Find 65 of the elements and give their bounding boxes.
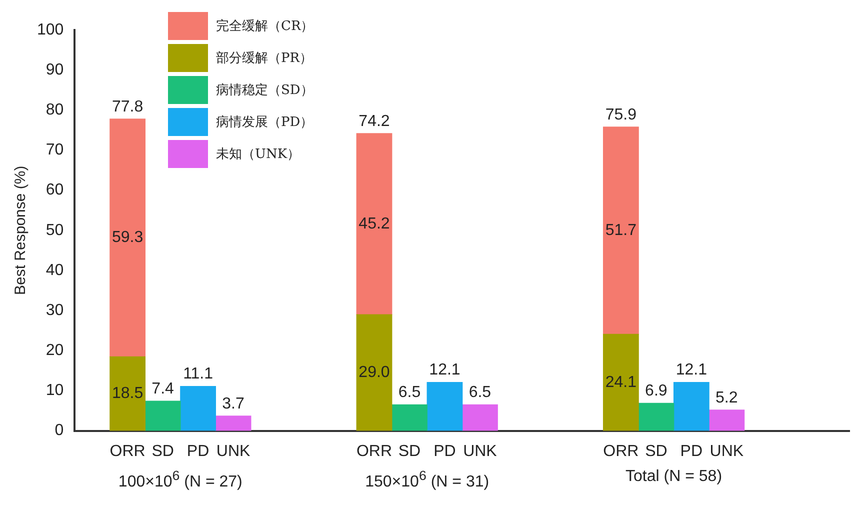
y-tick-label: 50 [46,222,64,239]
x-tick-label: ORR [356,442,392,460]
bar [110,356,146,431]
total-label: 77.8 [112,98,144,116]
x-tick-label: UNK [463,442,498,460]
total-label: 75.9 [605,106,637,124]
data-label: 45.2 [358,215,390,232]
data-label: 3.7 [222,395,244,412]
data-label: 12.1 [429,362,460,379]
bar [426,382,463,431]
total-label: 74.2 [358,112,390,130]
x-tick-label: UNK [216,442,250,460]
bar [392,404,428,431]
x-tick-label: ORR [603,442,639,460]
legend-label: 病情发展（PD） [216,114,314,131]
x-tick-label: SD [645,442,668,460]
legend-label: 完全缓解（CR） [216,18,314,35]
data-label: 6.5 [398,384,421,402]
text: Total (N = 58) [624,468,724,486]
data-label: 7.4 [152,380,174,398]
text: 150×10$^{6}$ (N = 31) [364,468,490,492]
data-label: 18.5 [112,385,144,402]
text: 100×10$^{6}$ (N = 27) [117,468,244,492]
data-label: 59.3 [112,229,144,246]
x-tick-label: PD [186,442,210,460]
bar [356,314,392,431]
y-axis-title: Best Response (%) [12,166,30,296]
bar [602,126,639,335]
x-tick-label: PD [680,442,703,460]
legend-label: 病情稳定（SD） [216,82,314,99]
y-tick-label: 40 [46,262,64,279]
y-tick-label: 80 [46,102,64,119]
bar [356,133,392,315]
bar [215,416,252,431]
legend-label: 未知（UNK） [216,146,300,163]
x-tick-label: ORR [110,442,146,460]
bar [708,410,745,431]
y-tick-label: 100 [36,21,64,38]
y-tick-label: 60 [46,182,64,199]
bar [673,382,710,431]
bar [462,404,498,431]
x-tick-label: SD [152,442,174,460]
data-label: 6.5 [468,384,492,402]
bar [180,386,216,431]
data-label: 51.7 [605,222,637,240]
data-label: 11.1 [183,366,214,383]
x-tick-label: SD [398,442,421,460]
y-tick-label: 0 [54,422,64,440]
data-label: 6.9 [645,382,668,400]
legend-label: 部分缓解（PR） [216,50,313,67]
data-label: 24.1 [605,374,637,391]
x-tick-label: UNK [710,442,744,460]
y-tick-label: 90 [46,61,64,78]
data-label: 12.1 [676,362,708,379]
bar [144,400,181,431]
bar [638,402,674,431]
y-tick-label: 70 [46,142,64,159]
data-label: 5.2 [716,389,738,406]
y-tick-label: 30 [46,302,64,319]
bar [602,334,639,431]
y-tick-label: 20 [46,342,64,360]
bar [110,118,146,357]
y-tick-label: 10 [46,382,64,400]
x-tick-label: PD [434,442,456,460]
data-label: 29.0 [358,364,390,382]
